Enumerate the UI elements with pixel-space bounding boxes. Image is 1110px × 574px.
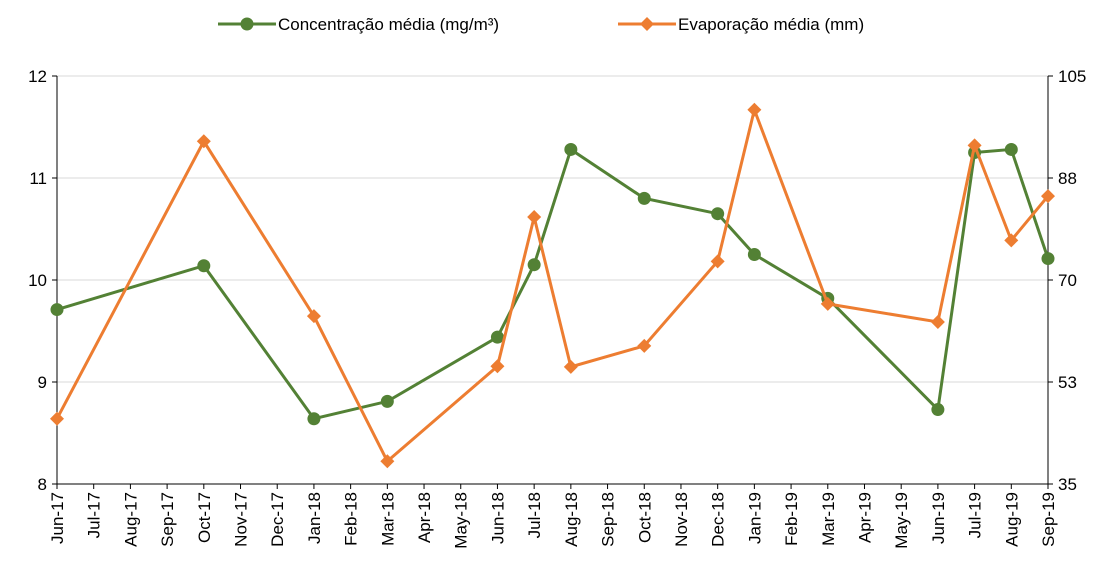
x-tick-label: Aug-17 (121, 492, 140, 547)
x-tick-label: Apr-18 (415, 492, 434, 543)
x-tick-label: Nov-18 (672, 492, 691, 547)
series-line (56, 147, 1050, 421)
x-tick-label: Mar-18 (378, 492, 397, 546)
x-tick-label: Sep-19 (1039, 492, 1058, 547)
legend-label: Evaporação média (mm) (678, 15, 864, 34)
marker (1041, 252, 1055, 266)
x-tick-label: Mar-19 (819, 492, 838, 546)
x-tick-label: Jun-17 (48, 492, 67, 544)
marker (820, 296, 835, 311)
y2-tick-label: 70 (1058, 271, 1077, 290)
y2-tick-label: 53 (1058, 373, 1077, 392)
legend-label: Concentração média (mg/m³) (278, 15, 499, 34)
x-tick-label: Jul-17 (85, 492, 104, 538)
y2-tick-label: 35 (1058, 475, 1077, 494)
x-tick-label: Jul-18 (525, 492, 544, 538)
marker (490, 359, 505, 374)
y-tick-label: 12 (28, 67, 47, 86)
marker (967, 138, 982, 153)
marker (197, 259, 211, 273)
y-tick-label: 8 (38, 475, 47, 494)
marker (564, 142, 578, 156)
marker (306, 309, 321, 324)
x-tick-label: Jan-18 (305, 492, 324, 544)
marker (490, 330, 504, 344)
x-tick-label: Aug-18 (562, 492, 581, 547)
x-tick-label: May-19 (892, 492, 911, 549)
x-tick-label: Jun-19 (929, 492, 948, 544)
marker (1004, 142, 1018, 156)
marker (747, 248, 761, 261)
marker (563, 359, 578, 374)
x-tick-label: Jul-19 (966, 492, 985, 538)
marker (931, 403, 945, 417)
x-tick-label: Nov-17 (232, 492, 251, 547)
x-tick-label: Aug-19 (1002, 492, 1021, 547)
marker (1004, 233, 1019, 248)
marker (710, 254, 725, 269)
y-tick-label: 9 (38, 373, 47, 392)
y-tick-label: 11 (29, 169, 47, 188)
x-tick-label: Oct-18 (635, 492, 654, 543)
x-tick-label: Feb-19 (782, 492, 801, 546)
y2-tick-label: 105 (1058, 67, 1086, 86)
marker (711, 207, 725, 221)
legend-marker (240, 17, 254, 31)
marker (637, 338, 652, 353)
x-tick-label: May-18 (452, 492, 471, 549)
x-tick-label: Oct-17 (195, 492, 214, 543)
y2-tick-label: 88 (1058, 169, 1077, 188)
x-tick-label: Apr-19 (855, 492, 874, 543)
marker (380, 394, 394, 408)
marker (50, 303, 64, 317)
marker (930, 314, 945, 329)
marker (747, 102, 762, 117)
marker (50, 411, 64, 426)
y-tick-label: 10 (28, 271, 47, 290)
marker (637, 191, 651, 205)
marker (307, 412, 321, 426)
marker (196, 134, 211, 149)
series-line (55, 104, 1050, 464)
marker (380, 454, 395, 469)
x-tick-label: Jun-18 (488, 492, 507, 544)
x-tick-label: Sep-18 (599, 492, 618, 547)
x-tick-label: Sep-17 (158, 492, 177, 547)
marker (527, 258, 541, 272)
marker (527, 210, 542, 225)
marker (1041, 189, 1055, 204)
x-tick-label: Feb-18 (342, 492, 361, 546)
legend-marker (640, 17, 654, 31)
x-tick-label: Dec-17 (268, 492, 287, 547)
x-tick-label: Dec-18 (709, 492, 728, 547)
x-tick-label: Jan-19 (745, 492, 764, 544)
